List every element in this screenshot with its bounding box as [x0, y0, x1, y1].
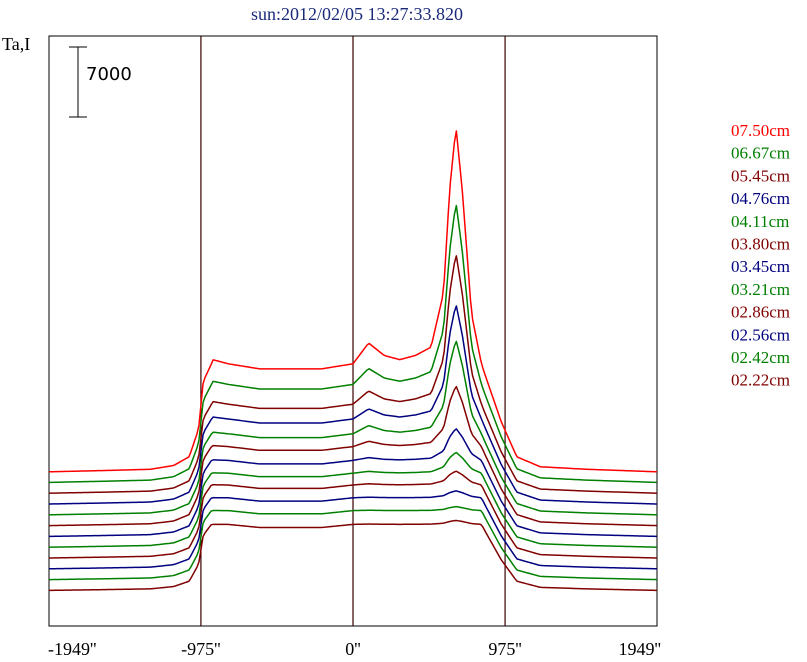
series-line-3 [48, 305, 658, 505]
legend: 07.50cm 06.67cm 05.45cm 04.76cm 04.11cm 03.80… [731, 121, 790, 390]
series-line-6 [48, 428, 658, 538]
legend-item-0: 07.50cm [731, 121, 790, 140]
series-line-4 [48, 340, 658, 516]
series-line-8 [48, 470, 658, 559]
x-tick-label-2: 0'' [345, 639, 361, 659]
legend-item-6: 03.45cm [731, 257, 790, 276]
scale-bar: 7000 [69, 46, 132, 118]
legend-item-5: 03.80cm [731, 235, 790, 254]
series-line-7 [48, 451, 658, 548]
legend-item-4: 04.11cm [731, 212, 789, 231]
series-line-9 [48, 490, 658, 570]
series-line-11 [48, 519, 658, 592]
x-tick-label-0: -1949'' [48, 639, 96, 659]
x-tick-label-4: 1949'' [619, 639, 662, 659]
legend-item-3: 04.76cm [731, 189, 790, 208]
x-tick-label-3: 975'' [488, 639, 522, 659]
legend-item-1: 06.67cm [731, 144, 790, 163]
legend-item-2: 05.45cm [731, 166, 790, 185]
legend-item-7: 03.21cm [731, 280, 790, 299]
scale-bar-label: 7000 [86, 64, 132, 85]
series-line-10 [48, 505, 658, 581]
vertical-reference-lines [200, 36, 506, 626]
chart-title: sun:2012/02/05 13:27:33.820 [251, 4, 463, 24]
x-tick-labels: -1949'' -975'' 0'' 975'' 1949'' [48, 639, 661, 659]
series-line-1 [48, 204, 658, 484]
legend-item-8: 02.86cm [731, 303, 790, 322]
series-line-2 [48, 255, 658, 494]
legend-item-9: 02.56cm [731, 325, 790, 344]
series-line-0 [48, 130, 658, 473]
y-axis-label: Ta,I [2, 34, 30, 54]
legend-item-10: 02.42cm [731, 348, 790, 367]
x-tick-label-1: -975'' [181, 639, 220, 659]
series-lines [48, 130, 658, 592]
legend-item-11: 02.22cm [731, 371, 790, 390]
series-line-5 [48, 385, 658, 527]
